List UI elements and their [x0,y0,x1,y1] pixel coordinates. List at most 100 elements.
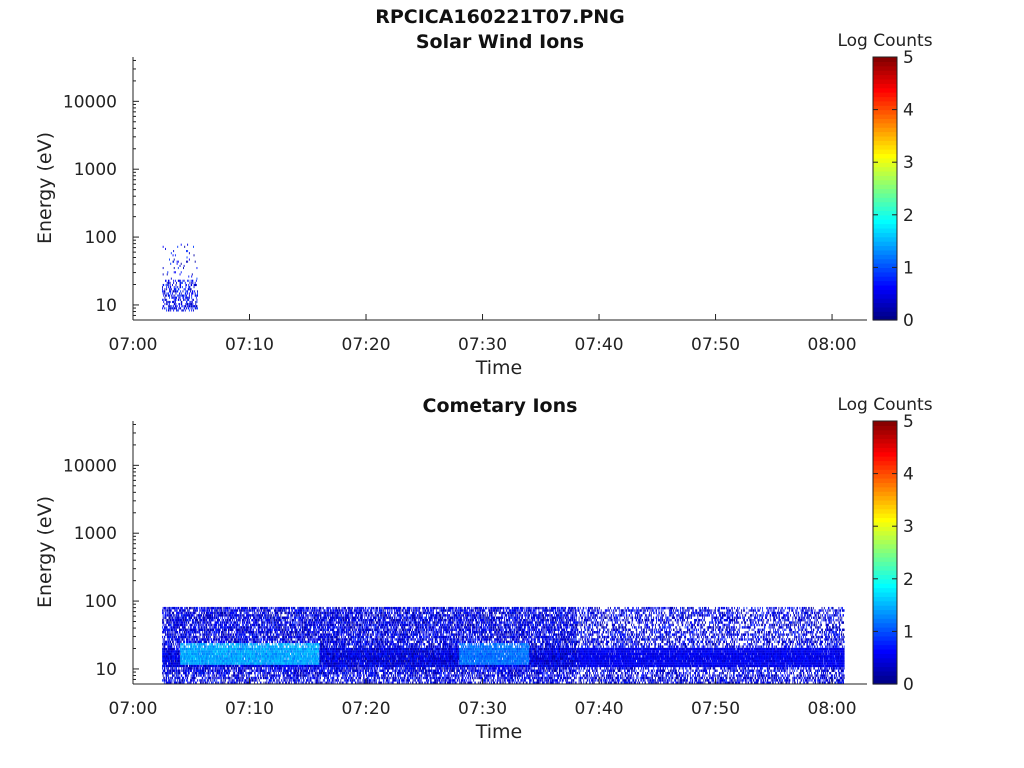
spectrogram-cell [166,671,168,675]
spectrogram-cell [206,626,208,629]
spectrogram-cell [173,290,175,293]
spectrogram-cell [194,643,196,646]
spectrogram-cell [194,652,196,656]
spectrogram-cell [191,628,193,632]
spectrogram-cell [272,667,274,670]
colorbar-segment [873,293,897,299]
colorbar-segment [873,92,897,98]
spectrogram-cell [164,647,166,651]
spectrogram-cell [208,647,210,651]
spectrogram-cell [173,288,175,291]
spectrogram-cell [212,611,214,615]
spectrogram-cell [204,662,206,665]
spectrogram-cell [185,616,187,619]
colorbar-segment [873,109,897,115]
spectrogram-cell [190,288,192,291]
spectrogram-cell [183,667,184,670]
spectrogram-cell [227,671,229,675]
spectrogram-cell [216,674,218,677]
colorbar-segment [873,144,897,150]
spectrogram-cell [191,647,193,651]
spectrogram-cell [195,659,197,663]
spectrogram-cell [194,643,196,646]
spectrogram-cell [188,296,190,299]
colorbar-segment [873,105,897,111]
spectrogram-cell [188,657,190,660]
spectrogram-cell [197,655,198,658]
spectrogram-cell [204,671,205,675]
spectrogram-cell [177,621,179,624]
spectrogram-cell [195,645,197,648]
spectrogram-cell [251,676,253,680]
colorbar-segment [873,289,897,295]
spectrogram-cell [266,674,268,677]
spectrogram-cell [170,650,172,653]
spectrogram-cell [181,294,183,297]
spectrogram-cell [228,667,230,670]
spectrogram-cell [190,606,191,610]
spectrogram-cell [259,611,261,615]
colorbar-segment [873,232,897,238]
spectrogram-cell [197,626,199,629]
spectrogram-cell [164,671,166,675]
spectrogram-cell [177,681,179,684]
spectrogram-cell [170,611,172,615]
spectrogram-cell [269,614,271,617]
spectrogram-cell [188,614,190,617]
spectrogram-cell [177,676,179,680]
spectrogram-cell [165,307,167,310]
spectrogram-cell [202,671,204,675]
spectrogram-cell [165,616,166,619]
spectrogram-cell [179,647,181,651]
colorbar-segment [873,280,897,286]
spectrogram-cell [177,626,179,629]
spectrogram-cell [182,664,184,668]
spectrogram-cell [179,303,180,306]
spectrogram-cell [201,611,203,615]
spectrogram-cell [192,623,194,627]
spectrogram-cell [275,623,277,627]
spectrogram-cell [276,674,278,677]
spectrogram-cell [168,652,170,656]
spectrogram-cell [169,635,170,639]
spectrogram-cell [185,628,187,632]
spectrogram-cell [163,643,165,646]
spectrogram-cell [256,618,258,622]
colorbar-segment [873,236,897,242]
spectrogram-cell [204,640,205,644]
spectrogram-cell [218,606,219,610]
spectrogram-cell [176,309,177,312]
spectrogram-cell [201,669,203,672]
spectrogram-cell [190,659,192,663]
spectrogram-cell [202,647,204,651]
spectrogram-cell [191,305,193,308]
spectrogram-cell [280,633,282,636]
spectrogram-cell [204,628,206,632]
spectrogram-cell [190,635,192,639]
spectrogram-cell [178,307,180,310]
spectrogram-cell [200,628,202,632]
spectrogram-cell [173,621,175,624]
spectrogram-cell [168,616,170,619]
spectrogram-cell [232,614,234,617]
spectrogram-cell [182,279,184,282]
spectrogram-cell [188,616,190,619]
spectrogram-cell [174,621,176,624]
spectrogram-cell [208,669,210,672]
spectrogram-cell [182,650,184,653]
spectrogram-cell [209,635,211,639]
spectrogram-cell [195,296,197,299]
spectrogram-cell [191,616,193,619]
spectrogram-cell [188,667,190,670]
spectrogram-cell [233,643,235,646]
spectrogram-cell [187,667,189,670]
colorbar-segment [873,96,897,102]
spectrogram-cell [198,623,200,627]
spectrogram-cell [183,652,185,656]
spectrogram-cell [243,631,244,634]
spectrogram-cell [266,667,268,670]
spectrogram-cell [254,650,256,653]
spectrogram-cell [202,650,204,653]
colorbar-segment [873,162,897,168]
colorbar-segment [873,254,897,260]
